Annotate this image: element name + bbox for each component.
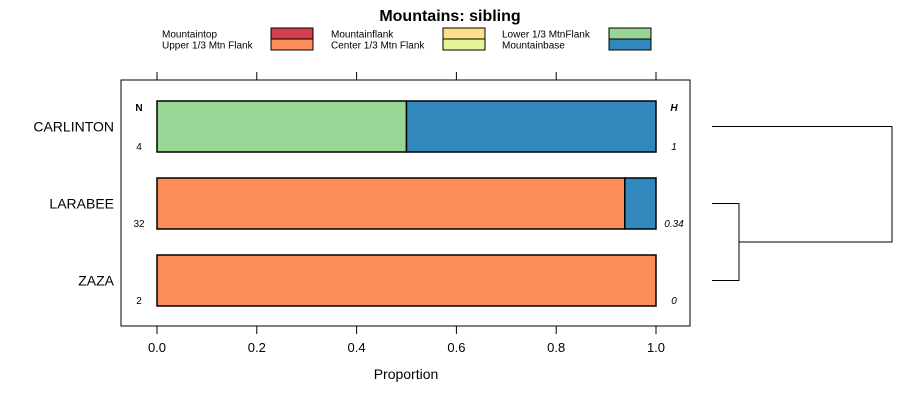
plot-frame <box>120 79 691 327</box>
legend-swatch-mountainflank <box>442 27 486 40</box>
bar-larabee-upper-1-3-mtn-flank <box>156 177 626 230</box>
n-value-larabee: 32 <box>133 219 145 230</box>
legend-label-center-1-3-mtn-flank: Center 1/3 Mtn Flank <box>331 41 425 52</box>
x-tick-label: 0.2 <box>248 340 266 355</box>
legend-label-mountaintop: Mountaintop <box>162 30 217 41</box>
x-tick-label: 0.8 <box>547 340 565 355</box>
bar-zaza-upper-1-3-mtn-flank <box>156 254 657 307</box>
category-label-larabee: LARABEE <box>49 196 114 212</box>
x-axis-label: Proportion <box>374 366 439 382</box>
h-header: H <box>670 103 678 114</box>
dendrogram-merge-larabee-zaza <box>712 203 740 281</box>
legend-label-upper-1-3-mtn-flank: Upper 1/3 Mtn Flank <box>162 41 254 52</box>
legend-swatch-center-1-3-mtn-flank <box>442 38 486 51</box>
legend-label-lower-1-3-mtnflank: Lower 1/3 MtnFlank <box>502 30 591 41</box>
legend-swatch-lower-1-3-mtnflank <box>608 27 652 40</box>
dendrogram <box>712 126 893 281</box>
x-tick-label: 1.0 <box>647 340 665 355</box>
x-tick-label: 0.0 <box>148 340 166 355</box>
category-labels: CARLINTON LARABEE ZAZA <box>33 119 114 289</box>
bar-larabee-mountainbase <box>624 177 657 230</box>
h-value-carlinton: 1 <box>671 142 677 153</box>
legend-swatch-mountaintop <box>270 27 314 40</box>
bars <box>156 100 657 307</box>
bar-carlinton-mountainbase <box>405 100 657 153</box>
n-value-zaza: 2 <box>136 296 142 307</box>
h-value-zaza: 0 <box>671 296 677 307</box>
annotations: 4 1 32 0.34 2 0 <box>133 142 684 307</box>
n-header: N <box>135 103 142 114</box>
n-value-carlinton: 4 <box>136 142 142 153</box>
x-tick-label: 0.4 <box>348 340 366 355</box>
x-axis: 0.0 0.2 0.4 0.6 0.8 1.0 <box>148 72 665 355</box>
h-value-larabee: 0.34 <box>664 219 684 230</box>
category-label-zaza: ZAZA <box>78 273 114 289</box>
bar-carlinton-lower-1-3-mtnflank <box>156 100 408 153</box>
legend-label-mountainbase: Mountainbase <box>502 41 565 52</box>
chart-title: Mountains: sibling <box>379 8 520 25</box>
category-label-carlinton: CARLINTON <box>33 119 114 135</box>
legend-label-mountainflank: Mountainflank <box>331 30 394 41</box>
legend-swatch-mountainbase <box>608 38 652 51</box>
legend-swatch-upper-1-3-mtn-flank <box>270 38 314 51</box>
dendrogram-merge-root <box>712 126 893 243</box>
x-tick-label: 0.6 <box>447 340 465 355</box>
